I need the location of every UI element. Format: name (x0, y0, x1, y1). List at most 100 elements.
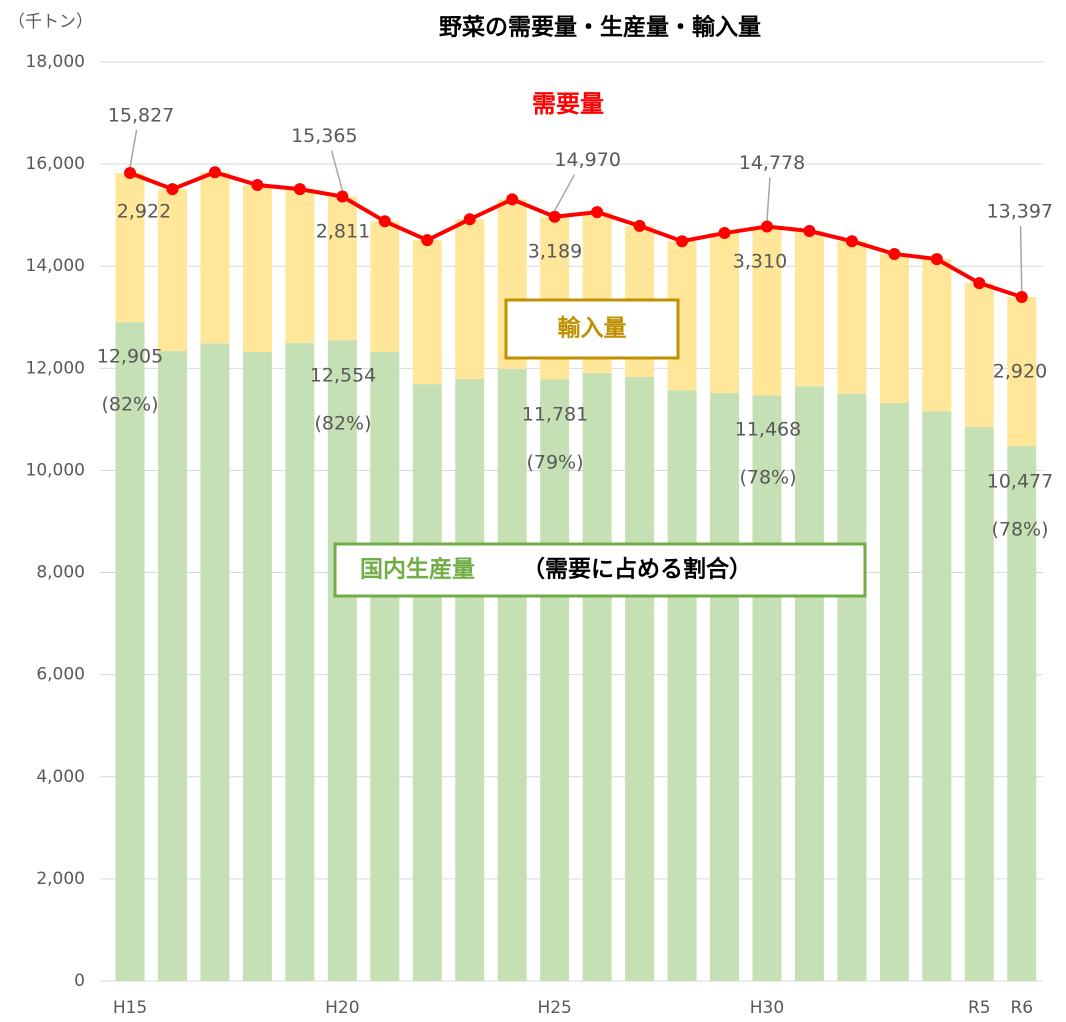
imports-annotation: 輸入量 (558, 315, 627, 342)
domestic-note: （需要に占める割合） (522, 556, 752, 583)
x-tick-label: H30 (750, 998, 784, 1018)
bar (200, 343, 230, 981)
bar (710, 233, 740, 393)
demand-label: 13,397 (987, 201, 1053, 223)
share-label: (82%) (101, 394, 158, 416)
bar (1007, 297, 1037, 447)
demand-point (845, 235, 858, 248)
y-tick-label: 2,000 (36, 869, 85, 889)
bar (115, 322, 145, 981)
bar (794, 386, 824, 982)
y-tick-label: 0 (74, 971, 85, 991)
bar (964, 283, 994, 428)
bar (710, 392, 740, 982)
demand-point (633, 219, 646, 232)
bar (922, 411, 952, 982)
demand-point (124, 166, 137, 179)
bar (455, 219, 485, 380)
demand-point (973, 277, 986, 290)
bar (285, 189, 315, 343)
x-tick-label: H20 (325, 998, 359, 1018)
bar (625, 377, 655, 981)
bar (752, 395, 782, 982)
demand-point (293, 183, 306, 196)
bar (412, 384, 442, 982)
demand-label: 15,827 (108, 104, 174, 126)
domestic-label: 12,905 (97, 346, 163, 368)
y-tick-label: 16,000 (26, 154, 85, 174)
import-label: 3,310 (733, 251, 787, 273)
imports-box (504, 298, 680, 360)
demand-label: 15,365 (291, 125, 357, 147)
demand-point (930, 253, 943, 266)
share-label: (82%) (314, 413, 371, 435)
demand-point (548, 210, 561, 223)
demand-label: 14,970 (554, 149, 620, 171)
y-tick-label: 8,000 (36, 563, 85, 583)
import-label: 2,920 (993, 361, 1047, 383)
domestic-label: 11,781 (522, 404, 588, 426)
leader-line (1019, 225, 1023, 292)
bar (242, 351, 272, 981)
bar (412, 240, 442, 385)
bar (327, 196, 357, 341)
demand-point (166, 183, 179, 196)
bar (540, 379, 570, 981)
import-label: 2,811 (316, 221, 370, 243)
x-tick-label: R5 (968, 998, 991, 1018)
y-tick-label: 18,000 (26, 52, 85, 72)
bar (922, 259, 952, 412)
bar (455, 379, 485, 981)
bar (752, 226, 782, 396)
leader-line (129, 129, 138, 168)
bar (667, 390, 697, 981)
y-tick-label: 14,000 (26, 256, 85, 276)
demand-point (888, 247, 901, 260)
demand-point (336, 190, 349, 203)
bar (837, 393, 867, 982)
y-tick-label: 10,000 (26, 460, 85, 480)
demand-point (760, 220, 773, 233)
y-tick-label: 4,000 (36, 767, 85, 787)
leader-line (330, 150, 344, 191)
demand-point (251, 179, 264, 192)
x-tick-label: H25 (537, 998, 571, 1018)
demand-point (506, 193, 519, 206)
bar (370, 351, 400, 981)
y-tick-label: 6,000 (36, 665, 85, 685)
demand-label: 14,778 (739, 152, 805, 174)
bar (285, 342, 315, 981)
bar (327, 340, 357, 981)
bar (157, 189, 187, 351)
bar (964, 427, 994, 981)
import-label: 3,189 (528, 241, 582, 263)
demand-point (463, 213, 476, 226)
domestic-label: 10,477 (987, 471, 1053, 493)
demand-point (803, 224, 816, 237)
bar (879, 253, 909, 404)
bar (794, 230, 824, 387)
demand-point (378, 215, 391, 228)
chart-title: 野菜の需要量・生産量・輸入量 (439, 14, 761, 41)
bar (242, 185, 272, 352)
unit-label: （千トン） (8, 12, 93, 32)
domestic-box (333, 542, 867, 598)
share-label: (79%) (526, 452, 583, 474)
y-tick-label: 12,000 (26, 358, 85, 378)
demand-point (718, 227, 731, 240)
bar (370, 221, 400, 352)
import-label: 2,922 (117, 201, 171, 223)
bar (115, 172, 145, 323)
demand-point (591, 206, 604, 219)
bar (582, 372, 612, 981)
demand-point (421, 234, 434, 247)
x-tick-label: R6 (1010, 998, 1033, 1018)
leader-line (766, 177, 771, 221)
bar (879, 403, 909, 981)
demand-line (129, 170, 1023, 299)
domestic-annotation: 国内生産量 (360, 556, 475, 583)
domestic-label: 12,554 (310, 365, 376, 387)
share-label: (78%) (991, 519, 1048, 541)
demand-point (208, 166, 221, 179)
